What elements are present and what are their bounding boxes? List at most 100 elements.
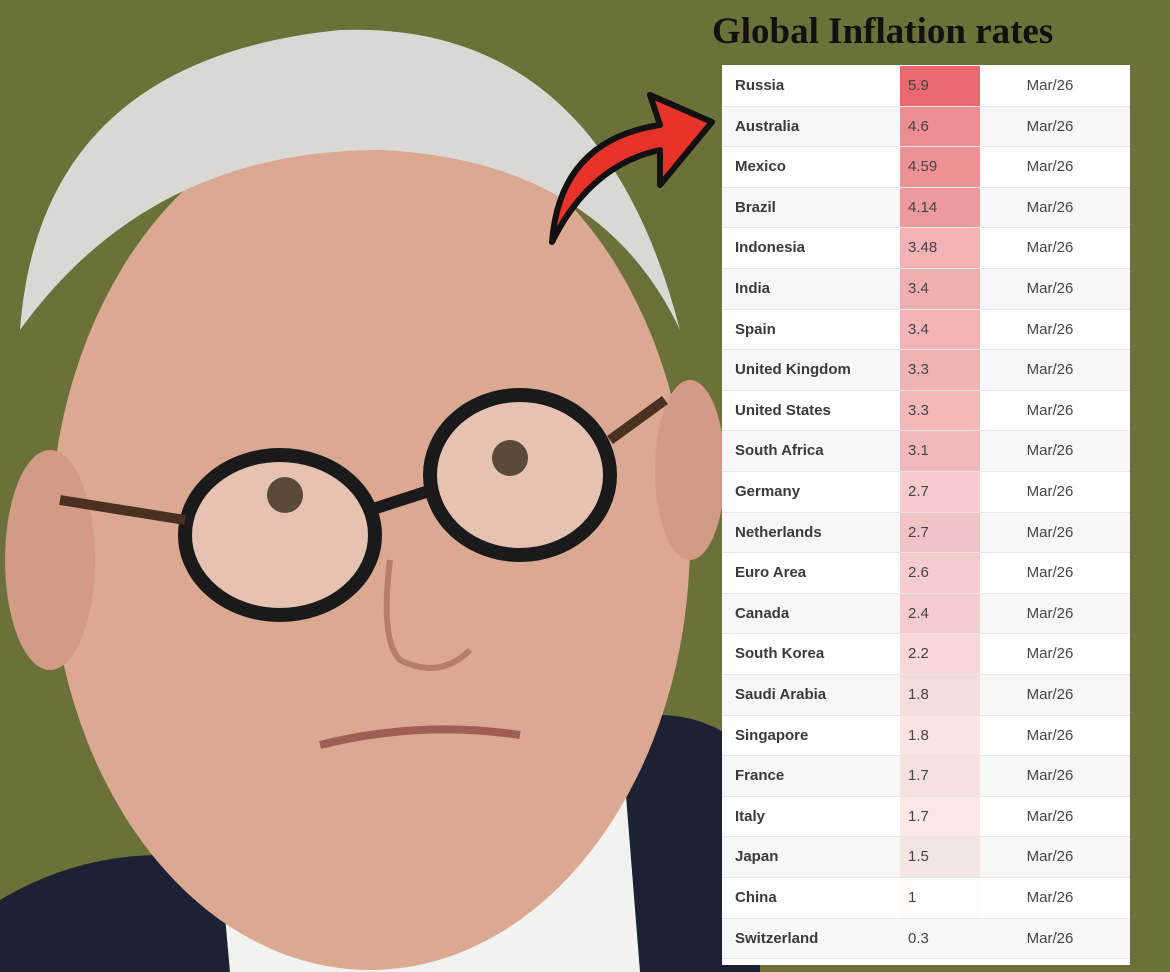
nose	[383, 559, 473, 671]
table-row: United Kingdom 3.3 Mar/26	[722, 350, 1130, 391]
inflation-rate: 4.14	[900, 187, 980, 228]
table-row: Australia 4.6 Mar/26	[722, 106, 1130, 148]
inflation-rate: 2.2	[900, 634, 980, 674]
country: Japan	[735, 848, 779, 866]
date: Mar/26	[1026, 686, 1074, 703]
country: Spain	[735, 320, 776, 338]
country: Canada	[735, 604, 790, 622]
title: Global Inflation rates	[712, 11, 1054, 52]
table-row: Italy 1.7 Mar/26	[722, 796, 1130, 838]
country: Netherlands	[735, 523, 822, 541]
date: Mar/26	[1026, 117, 1074, 135]
country: Singapore	[735, 726, 809, 744]
table-row: Canada 2.4 Mar/26	[722, 593, 1130, 635]
glasses-arm	[607, 395, 668, 445]
country: China	[735, 889, 777, 906]
table-row: Switzerland 0.3 Mar/26	[722, 918, 1130, 960]
inflation-rate: 4.6	[900, 106, 980, 147]
date: Mar/26	[1026, 848, 1074, 866]
date: Mar/26	[1026, 158, 1074, 176]
glasses-bridge	[368, 484, 434, 516]
table-row: Brazil 4.14 Mar/26	[722, 187, 1130, 229]
inflation-rate: 3.48	[900, 228, 980, 268]
date: Mar/26	[1026, 929, 1074, 947]
table-row: Singapore 1.8 Mar/26	[722, 715, 1130, 757]
table-row: Euro Area 2.6 Mar/26	[722, 553, 1130, 594]
date: Mar/26	[1026, 361, 1074, 379]
inflation-rate: 1.7	[900, 756, 980, 796]
date: Mar/26	[1026, 239, 1074, 257]
country: Italy	[735, 807, 766, 825]
inflation-rate: 1.8	[900, 715, 980, 756]
date: Mar/26	[1026, 645, 1074, 663]
date: Mar/26	[1026, 280, 1074, 297]
inflation-rate: 3.4	[900, 309, 980, 350]
eye	[492, 440, 528, 476]
table-row: Indonesia 3.48 Mar/26	[722, 228, 1130, 269]
country: France	[735, 767, 785, 785]
country: Germany	[735, 483, 801, 500]
arrow	[549, 92, 715, 245]
date: Mar/26	[1026, 889, 1074, 906]
country: United Kingdom	[735, 361, 851, 379]
hair	[20, 29, 680, 330]
country: Australia	[735, 117, 800, 135]
date: Mar/26	[1026, 401, 1074, 419]
country: Mexico	[735, 158, 786, 176]
table-row: Mexico 4.59 Mar/26	[722, 147, 1130, 188]
date: Mar/26	[1026, 807, 1074, 825]
date: Mar/26	[1026, 604, 1074, 622]
table-row: Germany 2.7 Mar/26	[722, 472, 1130, 513]
country: South Korea	[735, 645, 825, 663]
country: Saudi Arabia	[735, 686, 827, 703]
table-row: Netherlands 2.7 Mar/26	[722, 512, 1130, 554]
table-row: United States 3.3 Mar/26	[722, 390, 1130, 432]
inflation-table: Russia 5.9 Mar/26 Australia 4.6 Mar/26 Mexico 4…	[722, 65, 1130, 965]
eye	[267, 477, 303, 513]
inflation-rate: 3.4	[900, 269, 980, 309]
suit-left	[0, 855, 230, 972]
inflation-rate: 3.1	[900, 431, 980, 471]
inflation-rate: 1.7	[900, 796, 980, 837]
ear	[655, 380, 725, 560]
inflation-rate: 4.59	[900, 147, 980, 187]
table-row: Saudi Arabia 1.8 Mar/26	[722, 675, 1130, 716]
table-row: South Korea 2.2 Mar/26	[722, 634, 1130, 675]
country: Russia	[735, 77, 785, 94]
country: Indonesia	[735, 239, 806, 257]
inflation-rate: 5.9	[900, 66, 980, 106]
date: Mar/26	[1026, 523, 1074, 541]
inflation-rate: 1	[908, 889, 917, 906]
table-row: India 3.4 Mar/26	[722, 269, 1130, 310]
glasses-arm	[59, 495, 186, 525]
date: Mar/26	[1026, 767, 1074, 785]
inflation-rate: 2.7	[900, 512, 980, 553]
inflation-rate: 1.8	[900, 675, 980, 715]
inflation-rate: 0.3	[908, 929, 929, 947]
date: Mar/26	[1026, 483, 1074, 500]
inflation-rate: 2.6	[900, 553, 980, 593]
country: Euro Area	[735, 564, 807, 582]
country: Switzerland	[735, 929, 819, 947]
table-row: South Africa 3.1 Mar/26	[722, 431, 1130, 472]
glasses-lens	[423, 388, 617, 562]
inflation-rate: 2.4	[900, 593, 980, 634]
date: Mar/26	[1026, 320, 1074, 338]
table-row: Russia 5.9 Mar/26	[722, 66, 1130, 107]
table-row: France 1.7 Mar/26	[722, 756, 1130, 797]
table-row: China 1 Mar/26	[722, 878, 1130, 919]
country: United States	[735, 401, 831, 419]
table-row: Spain 3.4 Mar/26	[722, 309, 1130, 351]
table-row: Japan 1.5 Mar/26	[722, 837, 1130, 878]
date: Mar/26	[1026, 564, 1074, 582]
country: Brazil	[735, 198, 776, 216]
inflation-rate: 1.5	[900, 837, 980, 877]
country: India	[735, 280, 771, 297]
inflation-rate: 2.7	[900, 472, 980, 512]
date: Mar/26	[1026, 442, 1074, 460]
suit-right	[600, 715, 760, 972]
date: Mar/26	[1026, 726, 1074, 744]
ear	[5, 450, 95, 670]
